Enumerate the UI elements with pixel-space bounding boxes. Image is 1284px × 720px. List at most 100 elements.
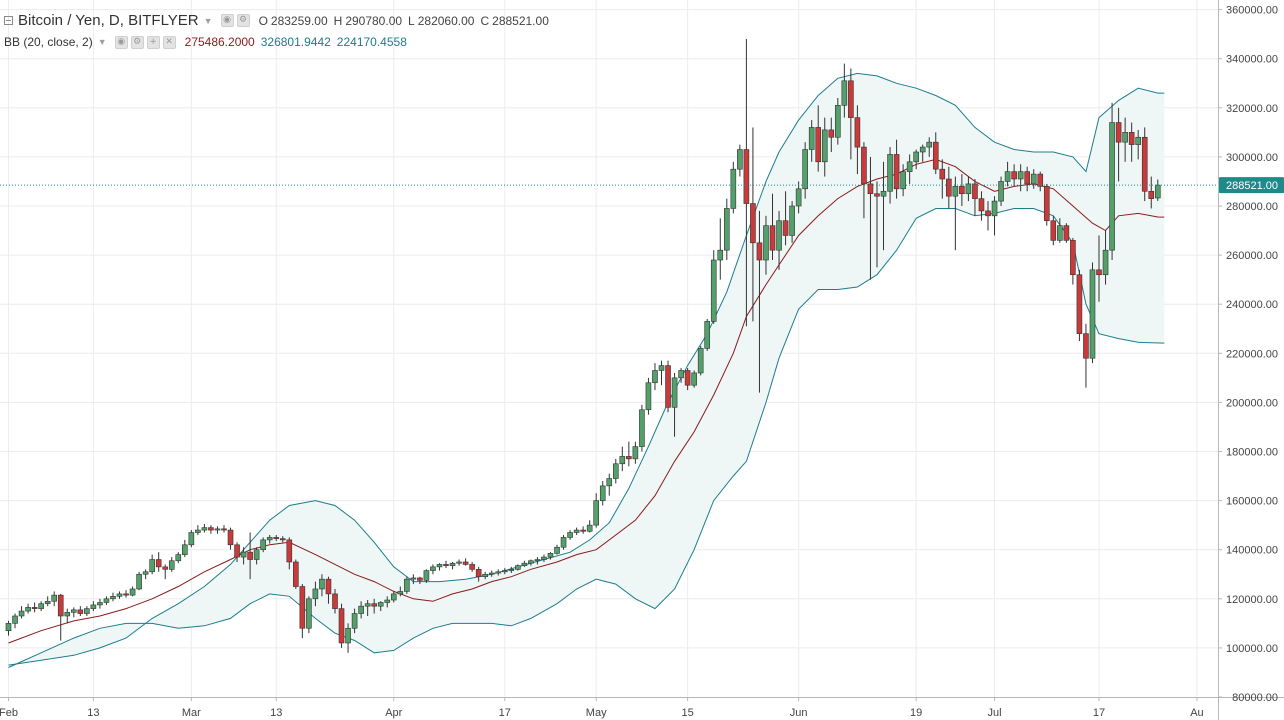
candle xyxy=(580,526,586,534)
add-icon[interactable]: + xyxy=(146,35,160,49)
candle-body xyxy=(175,554,182,562)
candle xyxy=(142,569,149,580)
candle xyxy=(1089,262,1096,364)
candle-body xyxy=(293,561,299,587)
candle xyxy=(469,561,475,572)
candle xyxy=(279,536,286,543)
candle xyxy=(1037,171,1044,192)
candle-body xyxy=(952,186,959,197)
candle xyxy=(371,598,377,614)
candle xyxy=(345,623,351,653)
candle xyxy=(1063,223,1070,243)
candle-body xyxy=(619,456,626,465)
candle-body xyxy=(1141,136,1148,192)
y-tick-label: 300000.00 xyxy=(1226,152,1278,164)
candle xyxy=(397,586,404,597)
candle xyxy=(678,368,684,383)
candle-body xyxy=(162,566,169,570)
candle xyxy=(632,441,639,464)
candle-body xyxy=(880,190,887,197)
candle xyxy=(162,564,169,580)
candle-body xyxy=(906,161,913,172)
candle-body xyxy=(730,168,737,209)
chevron-down-icon[interactable]: ▼ xyxy=(203,15,213,26)
candle-body xyxy=(684,370,691,386)
collapse-icon[interactable] xyxy=(4,16,13,25)
chevron-down-icon[interactable]: ▼ xyxy=(97,37,107,47)
candle-body xyxy=(1083,333,1089,359)
candle-body xyxy=(38,603,44,609)
candle xyxy=(71,607,77,618)
candle xyxy=(606,473,613,496)
candle xyxy=(1102,230,1109,285)
candle xyxy=(1148,176,1155,209)
candle-body xyxy=(325,578,332,595)
candle xyxy=(573,527,580,535)
candle-body xyxy=(874,193,880,197)
candle-body xyxy=(1109,122,1115,251)
candle-body xyxy=(959,186,965,195)
candle-body xyxy=(501,570,508,573)
candle-body xyxy=(560,537,567,548)
candle-body xyxy=(521,562,528,566)
candle xyxy=(586,520,593,533)
candle xyxy=(802,142,808,199)
candle xyxy=(567,530,573,540)
candle xyxy=(273,534,280,542)
candle-body xyxy=(580,529,586,532)
candle-body xyxy=(286,539,293,563)
low-label: L xyxy=(408,13,415,28)
candle-body xyxy=(279,538,286,541)
eye-icon[interactable]: ◉ xyxy=(114,35,128,49)
candle-body xyxy=(371,603,377,607)
candle-body xyxy=(260,539,266,551)
candle xyxy=(1024,166,1030,192)
candle xyxy=(436,563,443,571)
candle xyxy=(1154,179,1161,201)
candle xyxy=(998,176,1004,206)
x-tick-label: Mar xyxy=(182,707,201,719)
candle xyxy=(129,586,136,597)
candle-body xyxy=(364,603,371,607)
candle-body xyxy=(528,560,534,564)
candle xyxy=(188,530,195,548)
chart-title[interactable]: Bitcoin / Yen, D, BITFLYER xyxy=(18,12,199,29)
candle xyxy=(123,590,129,598)
candle-body xyxy=(1115,122,1122,143)
candle-body xyxy=(645,382,652,411)
candle xyxy=(116,591,123,599)
candle xyxy=(854,105,861,175)
candle xyxy=(515,564,521,571)
x-tick-label: Jul xyxy=(987,707,1001,719)
indicator-basis-value: 275486.2000 xyxy=(184,35,255,49)
indicator-name[interactable]: BB (20, close, 2) xyxy=(4,35,93,49)
close-icon[interactable]: ✕ xyxy=(162,35,176,49)
y-tick-label: 80000.00 xyxy=(1232,692,1278,704)
settings-icon[interactable]: ⚙ xyxy=(130,35,144,49)
candle xyxy=(488,570,495,577)
candle xyxy=(103,596,110,605)
candle xyxy=(821,117,828,177)
candle-body xyxy=(769,225,776,251)
candle xyxy=(534,557,541,565)
candle-body xyxy=(410,577,417,580)
candle-body xyxy=(266,537,273,541)
x-tick-label: 19 xyxy=(910,707,922,719)
candle xyxy=(599,480,606,506)
candle-body xyxy=(691,372,697,386)
candle xyxy=(593,493,600,528)
candle xyxy=(266,534,273,544)
candle-body xyxy=(1004,171,1011,182)
y-tick-label: 180000.00 xyxy=(1226,447,1278,459)
candle xyxy=(874,181,880,268)
settings-icon[interactable]: ⚙ xyxy=(236,14,250,27)
candle xyxy=(652,363,658,391)
candle xyxy=(57,593,64,641)
candle-body xyxy=(110,596,116,600)
x-tick-label: May xyxy=(586,707,607,719)
y-tick-label: 220000.00 xyxy=(1226,348,1278,360)
candle xyxy=(671,372,678,437)
eye-icon[interactable]: ◉ xyxy=(220,14,234,27)
candle-body xyxy=(358,605,364,614)
